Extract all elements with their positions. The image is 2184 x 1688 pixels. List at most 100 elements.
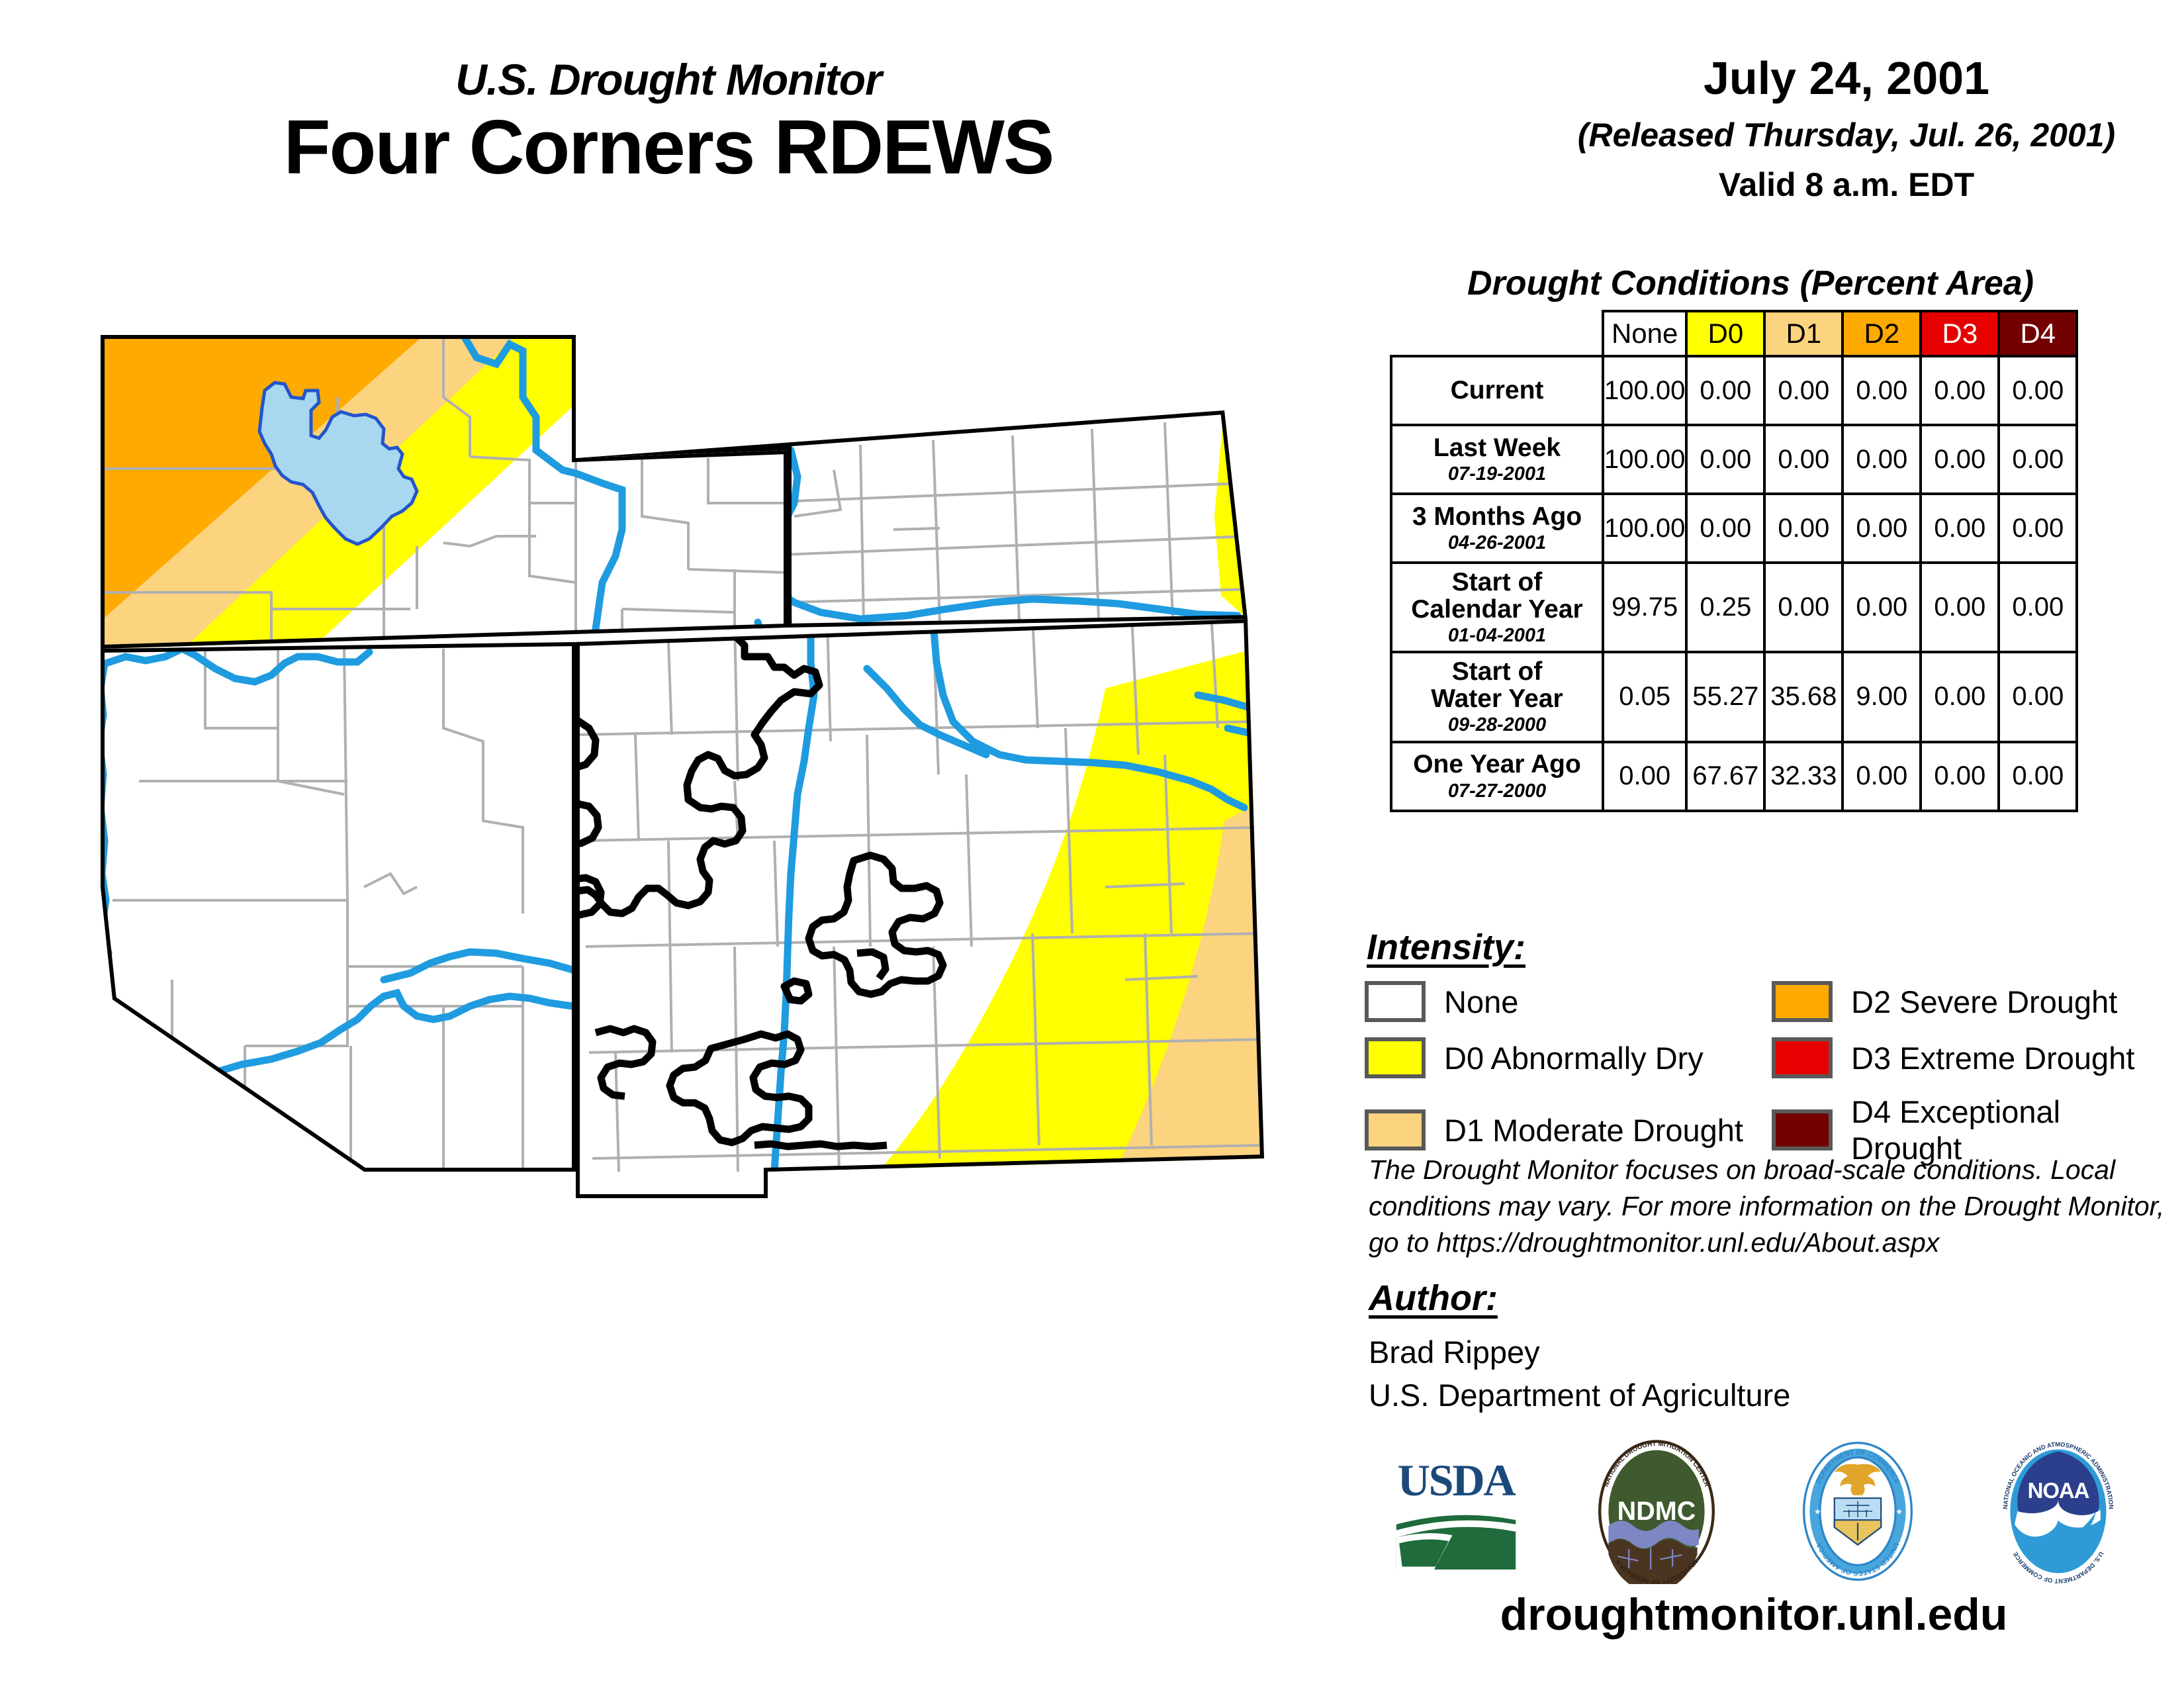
table-row-label: One Year Ago 07-27-2000	[1390, 740, 1604, 812]
table-cell-d0: 0.00	[1685, 424, 1766, 495]
table-cell-d4: 0.00	[1997, 424, 2079, 495]
legend-item-none: None	[1365, 981, 1772, 1022]
table-cell-d1: 0.00	[1763, 355, 1844, 426]
legend-label-d1: D1 Moderate Drought	[1444, 1112, 1743, 1148]
legend-item-d1: D1 Moderate Drought	[1365, 1109, 1772, 1150]
table-cell-d1: 0.00	[1763, 492, 1844, 564]
table-row: One Year Ago 07-27-2000 0.00 67.67 32.33 0.00…	[1390, 740, 2079, 812]
author-organization: U.S. Department of Agriculture	[1369, 1378, 1791, 1413]
table-cell-d4: 0.00	[1997, 561, 2079, 654]
table-row-date: 07-19-2001	[1447, 463, 1547, 485]
legend-label-d0: D0 Abnormally Dry	[1444, 1040, 1704, 1076]
table-cell-d3: 0.00	[1919, 355, 2001, 426]
table-row-date: 07-27-2000	[1447, 780, 1547, 802]
table-cell-d1: 32.33	[1763, 740, 1844, 812]
table-cell-d4: 0.00	[1997, 740, 2079, 812]
table-row: 3 Months Ago 04-26-2001 100.00 0.00 0.00 0.00…	[1390, 492, 2079, 564]
table-cell-none: 100.00	[1601, 424, 1688, 495]
table-cell-d3: 0.00	[1919, 492, 2001, 564]
table-row-label: Start of Calendar Year 01-04-2001	[1390, 561, 1604, 654]
ndmc-logo: NDMC NATIONAL DROUGHT MITIGATION CENTER …	[1598, 1439, 1715, 1584]
drought-conditions-table: None D0 D1 D2 D3 D4 Current 100.00 0.00 0.00 0.00…	[1390, 310, 2079, 812]
legend-label-none: None	[1444, 984, 1519, 1019]
legend-swatch-d4	[1772, 1109, 1833, 1150]
valid-time: Valid 8 a.m. EDT	[1718, 166, 1975, 203]
legend-label-d3: D3 Extreme Drought	[1851, 1040, 2135, 1076]
table-cell-d0: 67.67	[1685, 740, 1766, 812]
table-cell-d2: 0.00	[1841, 424, 1923, 495]
legend-item-d3: D3 Extreme Drought	[1772, 1037, 2179, 1078]
table-row-date: 01-04-2001	[1447, 625, 1547, 647]
logo-strip: USDA NDMC NATIONAL DROUGHT MITIGATION CE…	[1383, 1433, 2131, 1589]
table-row-label: Start of Water Year 09-28-2000	[1390, 651, 1604, 743]
table-cell-d1: 35.68	[1763, 651, 1844, 743]
release-date: (Released Thursday, Jul. 26, 2001)	[1577, 117, 2116, 154]
table-cell-d4: 0.00	[1997, 355, 2079, 426]
table-row-date: 09-28-2000	[1447, 714, 1547, 736]
noaa-logo: NOAA NATIONAL OCEANIC AND ATMOSPHERIC AD…	[2002, 1441, 2115, 1584]
legend-row: D1 Moderate Drought D4 Exceptional Drough…	[1365, 1094, 2179, 1166]
intensity-title: Intensity:	[1367, 927, 1526, 967]
table-cell-d3: 0.00	[1919, 424, 2001, 495]
legend-item-d4: D4 Exceptional Drought	[1772, 1094, 2179, 1166]
table-title: Drought Conditions (Percent Area)	[1467, 264, 2034, 303]
table-cell-d0: 0.00	[1685, 355, 1766, 426]
legend-swatch-d2	[1772, 981, 1833, 1022]
legend-row: None D2 Severe Drought	[1365, 981, 2179, 1022]
svg-text:NOAA: NOAA	[2028, 1478, 2089, 1503]
legend-label-d4: D4 Exceptional Drought	[1851, 1094, 2061, 1166]
table-row: Start of Water Year 09-28-2000 0.05 55.27 35.…	[1390, 651, 2079, 743]
table-row: Last Week 07-19-2001 100.00 0.00 0.00 0.00 0.0…	[1390, 424, 2079, 495]
table-header-row: None D0 D1 D2 D3 D4	[1391, 310, 2079, 357]
table-cell-none: 0.05	[1601, 651, 1688, 743]
table-cell-none: 100.00	[1601, 355, 1688, 426]
table-cell-d3: 0.00	[1919, 561, 2001, 654]
table-cell-d1: 0.00	[1763, 561, 1844, 654]
legend-item-d2: D2 Severe Drought	[1772, 981, 2179, 1022]
author-title: Author:	[1369, 1278, 1498, 1318]
legend-label-d2: D2 Severe Drought	[1851, 984, 2118, 1019]
svg-text:★: ★	[1895, 1507, 1903, 1516]
legend-swatch-d0	[1365, 1037, 1426, 1078]
site-url: droughtmonitor.unl.edu	[1500, 1589, 2008, 1640]
table-col-header-d1: D1	[1763, 310, 1844, 357]
table-cell-d0: 0.00	[1685, 492, 1766, 564]
table-header: None D0 D1 D2 D3 D4	[1391, 310, 2079, 357]
table-col-header-d3: D3	[1919, 310, 2001, 357]
usda-logo: USDA	[1396, 1454, 1518, 1570]
table-cell-d2: 9.00	[1841, 651, 1923, 743]
drought-map[interactable]	[73, 318, 1304, 1529]
great-salt-lake	[257, 381, 419, 546]
legend-swatch-d3	[1772, 1037, 1833, 1078]
table-cell-d3: 0.00	[1919, 740, 2001, 812]
legend-swatch-none	[1365, 981, 1426, 1022]
table-cell-d0: 0.25	[1685, 561, 1766, 654]
table-row: Current 100.00 0.00 0.00 0.00 0.00 0.00	[1390, 355, 2079, 426]
table-cell-d2: 0.00	[1841, 355, 1923, 426]
table-col-header-d4: D4	[1997, 310, 2079, 357]
table-cell-d0: 55.27	[1685, 651, 1766, 743]
table-col-header-none: None	[1601, 310, 1688, 357]
legend-item-d0: D0 Abnormally Dry	[1365, 1037, 1772, 1078]
svg-text:USDA: USDA	[1398, 1454, 1516, 1505]
map-date: July 24, 2001	[1704, 52, 1989, 104]
table-cell-d2: 0.00	[1841, 740, 1923, 812]
drought-area-d0-newmexico	[576, 635, 1264, 1198]
table-row-label: Last Week 07-19-2001	[1390, 424, 1604, 495]
table-row-date: 04-26-2001	[1447, 532, 1547, 554]
table-cell-none: 0.00	[1601, 740, 1688, 812]
table-cell-none: 100.00	[1601, 492, 1688, 564]
svg-text:NDMC: NDMC	[1617, 1497, 1696, 1526]
table-col-header-d0: D0	[1685, 310, 1766, 357]
table-cell-d1: 0.00	[1763, 424, 1844, 495]
table-cell-d2: 0.00	[1841, 561, 1923, 654]
author-name: Brad Rippey	[1369, 1335, 1540, 1370]
table-row-label: 3 Months Ago 04-26-2001	[1390, 492, 1604, 564]
table-row-label: Current	[1390, 355, 1604, 426]
disclaimer-text: The Drought Monitor focuses on broad-sca…	[1369, 1154, 2165, 1258]
table-cell-d2: 0.00	[1841, 492, 1923, 564]
legend-swatch-d1	[1365, 1109, 1426, 1150]
page-subtitle: U.S. Drought Monitor	[455, 55, 882, 104]
page-title: Four Corners RDEWS	[283, 104, 1055, 190]
